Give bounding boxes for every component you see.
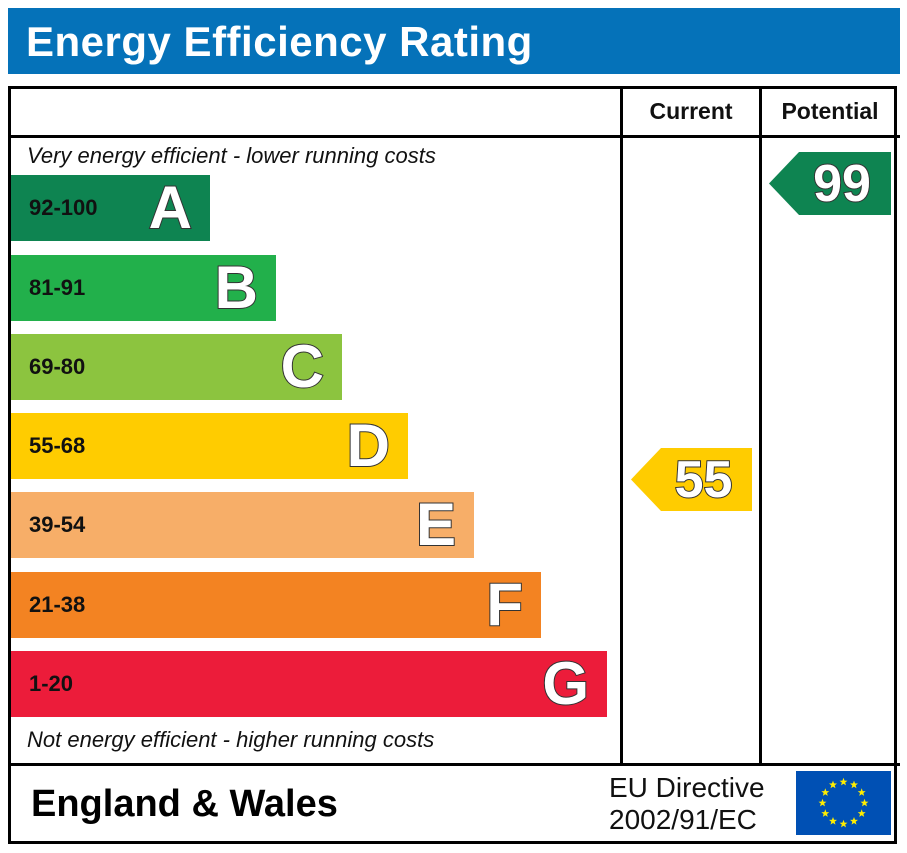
band-letter: F <box>485 571 524 638</box>
band-range-label: 1-20 <box>29 671 74 696</box>
title-bar: Energy Efficiency Rating <box>8 8 900 74</box>
eu-star-icon <box>829 816 837 825</box>
eu-star-icon <box>839 777 848 786</box>
page-title: Energy Efficiency Rating <box>26 18 533 65</box>
rating-band-a: 92-100 A <box>11 175 210 241</box>
band-letter: C <box>280 333 325 400</box>
eu-directive-line1: EU Directive <box>609 772 765 803</box>
band-letter: D <box>346 412 391 479</box>
band-letter: B <box>214 254 259 321</box>
rating-band-g: 1-20 G <box>11 651 607 717</box>
eu-star-icon <box>850 780 858 789</box>
current-rating-value: 55 <box>674 450 734 510</box>
eu-star-icon <box>821 809 830 817</box>
eu-star-icon <box>860 798 869 807</box>
current-rating-arrow <box>631 448 752 511</box>
column-divider-potential <box>759 86 762 766</box>
eu-star-icon <box>850 816 858 825</box>
band-range-label: 39-54 <box>29 512 86 537</box>
band-letter: G <box>541 650 590 717</box>
eu-star-icon <box>818 798 827 807</box>
rating-band-b: 81-91 B <box>11 255 276 321</box>
eu-flag-icon <box>796 771 891 835</box>
current-arrow-shape <box>631 448 752 511</box>
eu-star-icon <box>857 809 866 817</box>
eu-star-icon <box>839 819 848 828</box>
eu-star-icon <box>829 780 837 789</box>
bottom-note: Not energy efficient - higher running co… <box>27 727 435 752</box>
eu-star-icon <box>821 788 830 796</box>
rating-band-c: 69-80 C <box>11 334 342 400</box>
header-divider <box>8 135 900 138</box>
potential-column-header: Potential <box>781 98 879 124</box>
rating-band-e: 39-54 E <box>11 492 474 558</box>
band-range-label: 81-91 <box>29 275 86 300</box>
band-range-label: 92-100 <box>29 195 98 220</box>
band-range-label: 21-38 <box>29 592 86 617</box>
current-column-header: Current <box>649 98 733 124</box>
region-label: England & Wales <box>31 783 338 825</box>
footer-divider <box>8 763 900 766</box>
column-divider-current <box>620 86 623 766</box>
eu-directive: EU Directive 2002/91/EC <box>609 772 765 836</box>
potential-rating-value: 99 <box>812 154 872 214</box>
band-letter: A <box>148 174 193 241</box>
rating-frame <box>8 86 897 844</box>
potential-rating-arrow <box>769 152 891 215</box>
rating-band-f: 21-38 F <box>11 572 541 638</box>
top-note: Very energy efficient - lower running co… <box>27 143 436 168</box>
eu-star-icon <box>857 788 866 796</box>
band-range-label: 69-80 <box>29 354 86 379</box>
eu-directive-line2: 2002/91/EC <box>609 804 757 835</box>
potential-arrow-shape <box>769 152 891 215</box>
band-letter: E <box>415 491 457 558</box>
rating-band-d: 55-68 D <box>11 413 408 479</box>
band-range-label: 55-68 <box>29 433 86 458</box>
